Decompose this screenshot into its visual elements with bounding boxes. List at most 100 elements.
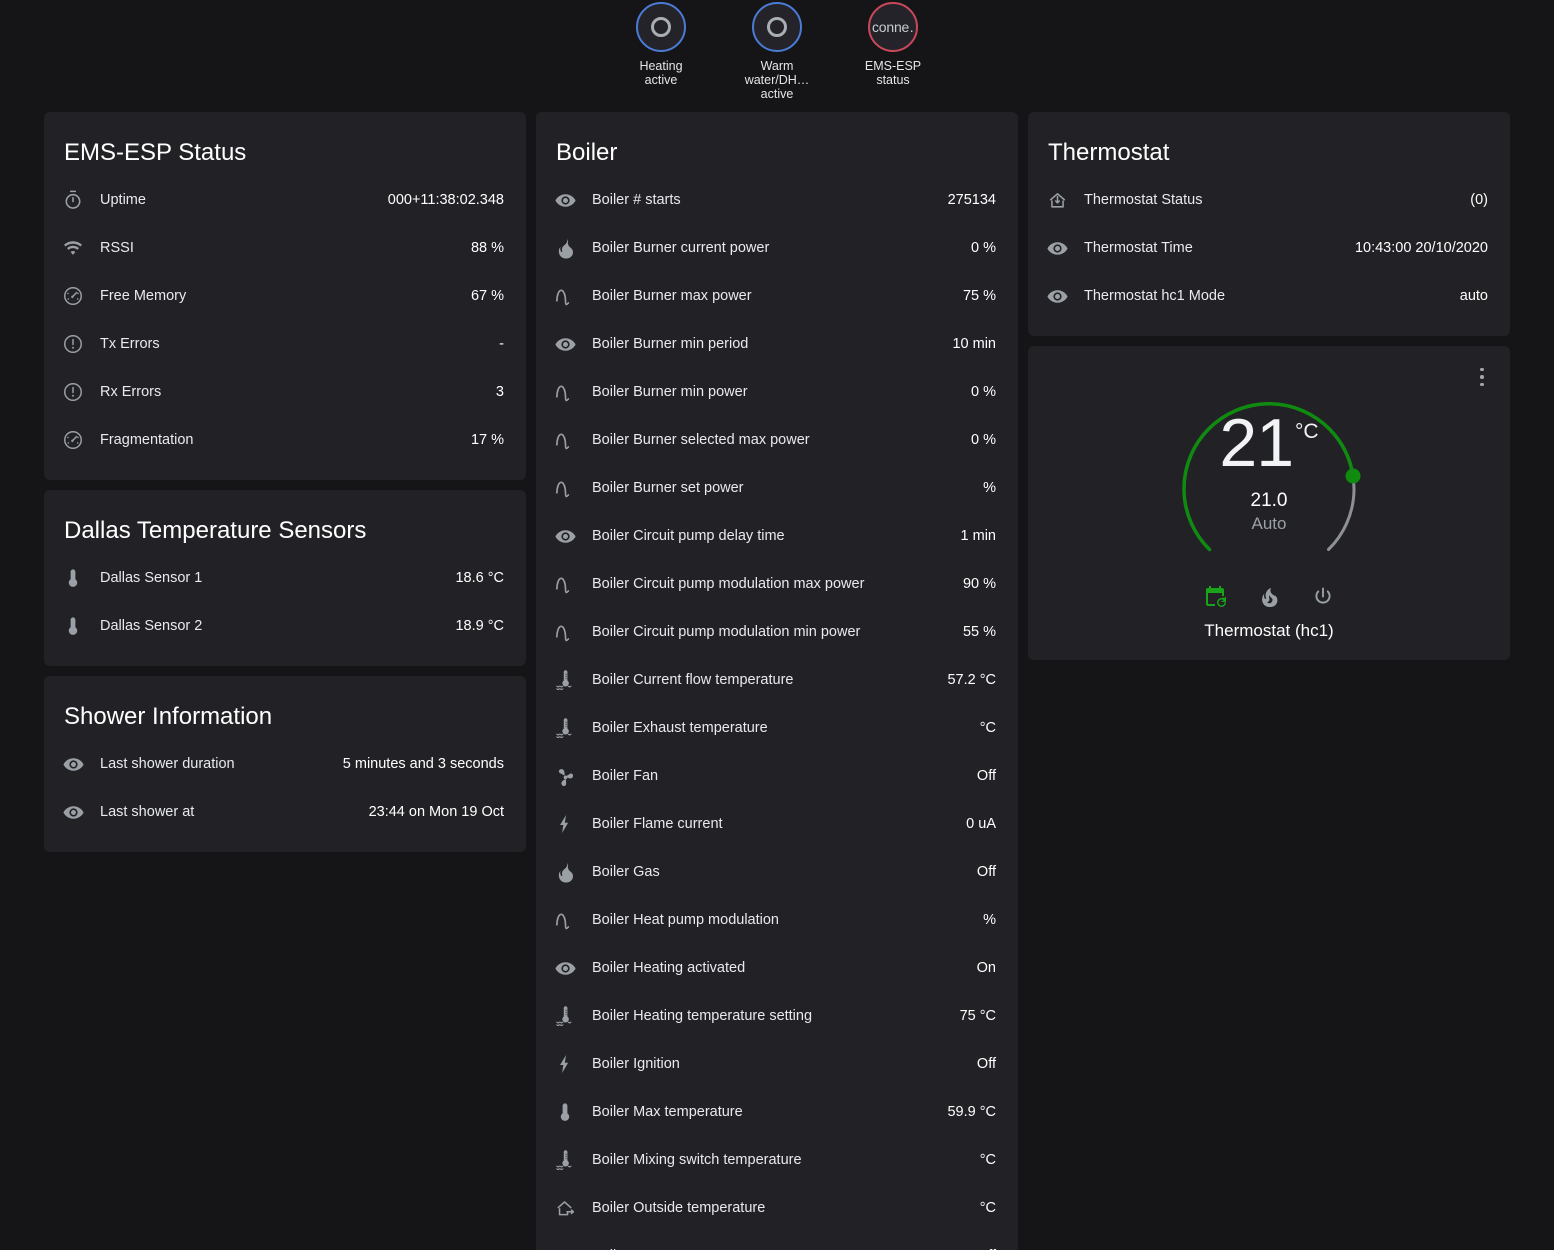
entity-label: Boiler Circuit pump delay time xyxy=(592,528,785,544)
entity-label: Boiler Mixing switch temperature xyxy=(592,1152,802,1168)
entity-row[interactable]: Boiler Burner min period 10 min xyxy=(536,320,1018,368)
badge-ring xyxy=(636,2,686,52)
entity-row[interactable]: Boiler Circuit pump modulation max power… xyxy=(536,560,1018,608)
entity-value: 1 min xyxy=(960,528,996,544)
entity-label: Last shower at xyxy=(100,804,195,820)
entity-row[interactable]: Boiler Gas Off xyxy=(536,848,1018,896)
dial-entity-name: Thermostat (hc1) xyxy=(1204,621,1334,640)
entity-value: 10 min xyxy=(952,336,996,352)
entity-row[interactable]: Boiler Heating temperature setting 75 °C xyxy=(536,992,1018,1040)
badge-warm-water-active[interactable]: Warm water/DH… active xyxy=(727,2,827,101)
entity-row[interactable]: Boiler Heating activated On xyxy=(536,944,1018,992)
entity-row[interactable]: Last shower duration 5 minutes and 3 seco… xyxy=(44,740,526,788)
circle-outline-icon xyxy=(651,17,671,37)
entity-row[interactable]: Boiler Ignition Off xyxy=(536,1040,1018,1088)
dallas-rows: Dallas Sensor 1 18.6 °C Dallas Sensor 2 18.… xyxy=(44,554,526,650)
flame-icon[interactable] xyxy=(1257,585,1281,609)
entity-value: (0) xyxy=(1470,192,1488,208)
entity-value: 10:43:00 20/10/2020 xyxy=(1354,240,1488,256)
entity-label: Tx Errors xyxy=(100,336,160,352)
entity-value: Off xyxy=(965,1248,996,1250)
sine-wave-icon xyxy=(554,284,592,308)
entity-row[interactable]: Boiler Current flow temperature 57.2 °C xyxy=(536,656,1018,704)
entity-row[interactable]: Boiler Burner set power% xyxy=(536,464,1018,512)
sine-wave-icon xyxy=(554,908,592,932)
eye-icon xyxy=(62,752,100,776)
entity-value: Off xyxy=(976,1056,996,1072)
entity-label: Thermostat hc1 Mode xyxy=(1084,288,1226,304)
entity-row[interactable]: Boiler Burner selected max power 0 % xyxy=(536,416,1018,464)
entity-row[interactable]: Boiler # starts 275134 xyxy=(536,176,1018,224)
eye-icon xyxy=(554,956,592,980)
entity-label: Boiler Flame current xyxy=(592,816,723,832)
thermostat-dial[interactable]: 21°C 21.0 Auto xyxy=(1154,360,1384,575)
entity-value: 0 % xyxy=(971,240,996,256)
entity-row[interactable]: Boiler Burner current power 0 % xyxy=(536,224,1018,272)
card-title: Dallas Temperature Sensors xyxy=(64,517,367,544)
entity-value: 0 % xyxy=(971,384,996,400)
card-shower-information: Shower Information Last shower duration 5… xyxy=(44,676,526,852)
flash-icon xyxy=(554,812,592,836)
entity-row[interactable]: Boiler Outside temperature °C xyxy=(536,1184,1018,1232)
entity-label: Last shower duration xyxy=(100,756,235,772)
entity-value: 000+11:38:02.348 xyxy=(387,192,504,208)
badge-label: Heating active xyxy=(639,59,683,87)
more-options-icon[interactable] xyxy=(1470,360,1494,394)
entity-row[interactable]: Boiler PumpOff xyxy=(536,1232,1018,1250)
eye-icon xyxy=(62,800,100,824)
eye-icon xyxy=(554,332,592,356)
entity-row[interactable]: Boiler Flame current 0 uA xyxy=(536,800,1018,848)
entity-value: 0 % xyxy=(971,432,996,448)
badge-ring xyxy=(752,2,802,52)
entity-row[interactable]: Uptime 000+11:38:02.348 xyxy=(44,176,526,224)
entity-label: Boiler Exhaust temperature xyxy=(592,720,768,736)
entity-label: Thermostat Time xyxy=(1084,240,1193,256)
ems-status-rows: Uptime 000+11:38:02.348 RSSI 88 % Free Memor… xyxy=(44,176,526,464)
entity-row[interactable]: Thermostat Status (0) xyxy=(1028,176,1510,224)
entity-row[interactable]: Boiler Max temperature 59.9 °C xyxy=(536,1088,1018,1136)
entity-label: Boiler Circuit pump modulation max power xyxy=(592,576,865,592)
entity-row[interactable]: Boiler Mixing switch temperature °C xyxy=(536,1136,1018,1184)
entity-row[interactable]: RSSI 88 % xyxy=(44,224,526,272)
entity-row[interactable]: Last shower at 23:44 on Mon 19 Oct xyxy=(44,788,526,836)
power-icon[interactable] xyxy=(1311,585,1335,609)
entity-row[interactable]: Tx Errors - xyxy=(44,320,526,368)
entity-label: Fragmentation xyxy=(100,432,194,448)
entity-label: Boiler Ignition xyxy=(592,1056,680,1072)
entity-value: 55 % xyxy=(962,624,996,640)
badge-ems-esp-status[interactable]: conne… EMS-ESP status xyxy=(843,2,943,87)
card-thermostat: Thermostat Thermostat Status (0) Thermosta… xyxy=(1028,112,1510,336)
shower-rows: Last shower duration 5 minutes and 3 seco… xyxy=(44,740,526,836)
entity-row[interactable]: Boiler Exhaust temperature °C xyxy=(536,704,1018,752)
entity-row[interactable]: Boiler Burner max power 75 % xyxy=(536,272,1018,320)
thermometer-icon xyxy=(554,1100,592,1124)
entity-row[interactable]: Fragmentation 17 % xyxy=(44,416,526,464)
badge-heating-active[interactable]: Heating active xyxy=(611,2,711,87)
entity-row[interactable]: Boiler Fan Off xyxy=(536,752,1018,800)
entity-row[interactable]: Thermostat hc1 Mode auto xyxy=(1028,272,1510,320)
entity-value: On xyxy=(976,960,996,976)
entity-row[interactable]: Boiler Circuit pump modulation min power… xyxy=(536,608,1018,656)
entity-row[interactable]: Thermostat Time 10:43:00 20/10/2020 xyxy=(1028,224,1510,272)
coolant-temp-icon xyxy=(554,1004,592,1028)
column-right: Thermostat Thermostat Status (0) Thermosta… xyxy=(1028,112,1510,660)
entity-value: 23:44 on Mon 19 Oct xyxy=(368,804,504,820)
card-ems-esp-status: EMS-ESP Status Uptime 000+11:38:02.348 RSS… xyxy=(44,112,526,480)
entity-label: Boiler Burner min period xyxy=(592,336,749,352)
column-middle: Boiler Boiler # starts 275134 Boiler Burne… xyxy=(536,112,1018,1250)
entity-row[interactable]: Dallas Sensor 1 18.6 °C xyxy=(44,554,526,602)
entity-label: Boiler Fan xyxy=(592,768,659,784)
entity-row[interactable]: Dallas Sensor 2 18.9 °C xyxy=(44,602,526,650)
entity-label: Boiler Burner set power xyxy=(592,480,744,496)
entity-value: % xyxy=(983,480,996,496)
entity-row[interactable]: Boiler Burner min power 0 % xyxy=(536,368,1018,416)
entity-label: Dallas Sensor 2 xyxy=(100,618,203,634)
calendar-sync-icon[interactable] xyxy=(1203,585,1227,609)
column-left: EMS-ESP Status Uptime 000+11:38:02.348 RSS… xyxy=(44,112,526,852)
entity-row[interactable]: Boiler Heat pump modulation% xyxy=(536,896,1018,944)
entity-value: 5 minutes and 3 seconds xyxy=(342,756,504,772)
entity-row[interactable]: Boiler Circuit pump delay time 1 min xyxy=(536,512,1018,560)
entity-row[interactable]: Free Memory 67 % xyxy=(44,272,526,320)
entity-row[interactable]: Rx Errors 3 xyxy=(44,368,526,416)
entity-label: Boiler Burner current power xyxy=(592,240,770,256)
